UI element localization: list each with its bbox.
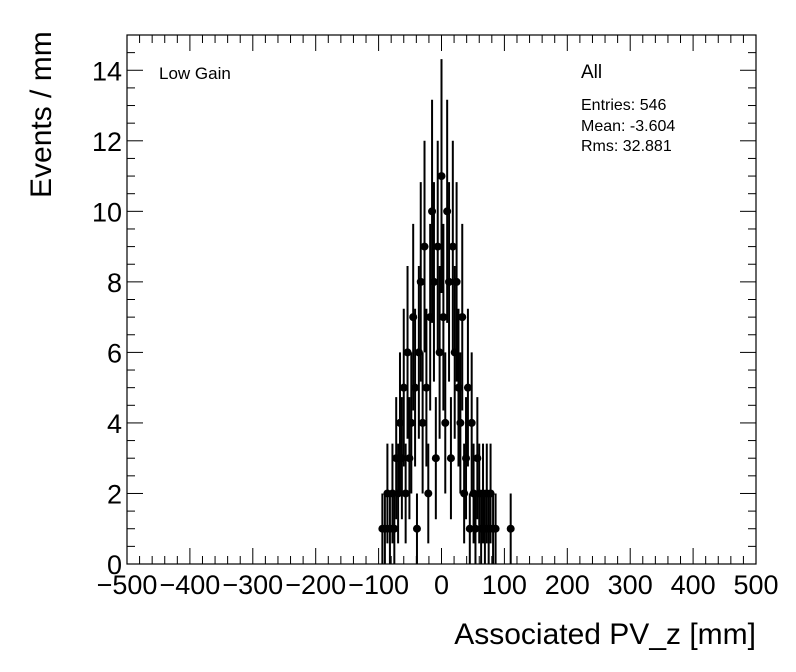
- data-point: [452, 277, 461, 286]
- x-axis-ticks: [126, 35, 757, 564]
- y-axis-ticks: [127, 34, 756, 565]
- data-point: [463, 383, 472, 392]
- data-point: [412, 524, 421, 533]
- y-tick-label: 4: [107, 409, 122, 439]
- data-point: [431, 454, 440, 463]
- region-label: Low Gain: [159, 64, 231, 83]
- data-point: [411, 383, 420, 392]
- data-point: [506, 524, 515, 533]
- stats-entries: Entries: 546: [581, 97, 667, 114]
- data-points: [378, 59, 515, 564]
- x-tick-label: −500: [97, 570, 158, 600]
- data-point: [448, 242, 457, 251]
- data-point: [403, 348, 412, 357]
- data-point: [437, 172, 446, 181]
- data-point: [433, 242, 442, 251]
- data-point: [401, 489, 410, 498]
- x-tick-label: −200: [285, 570, 346, 600]
- x-tick-label: 200: [545, 570, 590, 600]
- data-point: [471, 524, 480, 533]
- y-tick-label: 6: [107, 338, 122, 368]
- data-point: [418, 418, 427, 427]
- data-point: [399, 383, 408, 392]
- y-tick-label: 2: [107, 479, 122, 509]
- y-tick-label: 12: [92, 127, 122, 157]
- data-point: [420, 242, 429, 251]
- data-point: [435, 348, 444, 357]
- x-tick-label: −100: [348, 570, 409, 600]
- x-tick-label: 400: [671, 570, 716, 600]
- y-tick-label: 14: [92, 56, 122, 86]
- data-point: [424, 489, 433, 498]
- data-point: [441, 418, 450, 427]
- data-point: [439, 313, 448, 322]
- data-point: [407, 418, 416, 427]
- x-tick-label: −300: [222, 570, 283, 600]
- data-point: [467, 418, 476, 427]
- y-tick-label: 0: [107, 550, 122, 580]
- x-tick-label: 0: [434, 570, 449, 600]
- stats-rms: Rms: 32.881: [581, 138, 672, 155]
- data-point: [429, 277, 438, 286]
- data-point: [456, 418, 465, 427]
- y-axis-title: Events / mm: [25, 31, 58, 198]
- data-point: [491, 524, 500, 533]
- data-point: [445, 277, 454, 286]
- data-point: [465, 524, 474, 533]
- data-point: [390, 524, 399, 533]
- y-tick-label: 10: [92, 197, 122, 227]
- stats-title: All: [581, 62, 603, 83]
- data-point: [416, 277, 425, 286]
- data-point: [458, 313, 467, 322]
- y-tick-label: 8: [107, 268, 122, 298]
- x-axis-tick-labels: −500 −400 −300 −200 −100 0 100 200 300 400 500: [97, 570, 779, 600]
- x-tick-label: 300: [608, 570, 653, 600]
- stats-mean: Mean: -3.604: [581, 118, 676, 135]
- y-axis-tick-labels: 0 2 4 6 8 10 12 14: [92, 56, 122, 580]
- x-axis-title: Associated PV_z [mm]: [454, 618, 756, 651]
- data-point: [422, 383, 431, 392]
- x-tick-label: 500: [733, 570, 778, 600]
- data-point: [446, 454, 455, 463]
- x-tick-label: −400: [159, 570, 220, 600]
- x-tick-label: 100: [482, 570, 527, 600]
